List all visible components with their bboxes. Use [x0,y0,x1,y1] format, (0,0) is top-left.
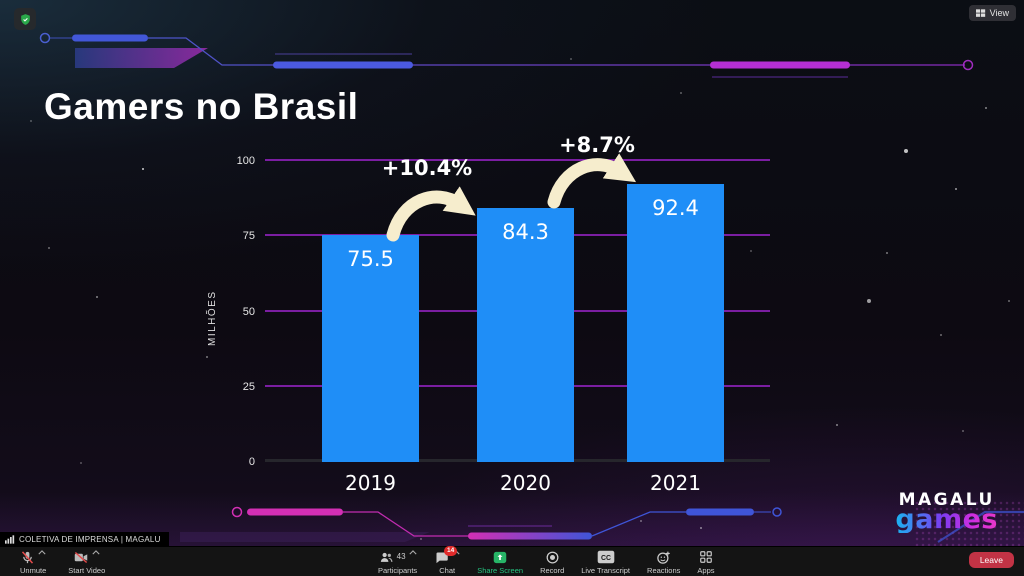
start-video-button[interactable]: Start Video [68,550,105,575]
apps-button[interactable]: Apps [697,550,715,575]
live-transcript-button[interactable]: CC Live Transcript [581,550,630,575]
chat-bubble-icon [436,552,448,564]
chevron-up-icon[interactable] [92,550,100,555]
bar-2020: 84.3 [477,208,574,462]
magalu-games-logo: MAGALU games [895,490,998,535]
meeting-security-shield-button[interactable] [14,8,36,30]
slide-title: Gamers no Brasil [44,86,359,127]
bar-2021: 92.4 [627,183,724,462]
gridline-100 [265,159,770,161]
bar-value-label: 84.3 [502,220,549,245]
shield-check-icon [20,13,30,25]
shared-screen-slide: Gamers no Brasil MILHÕES 0 25 50 75 100 75.5 2… [0,0,1024,547]
unmute-button[interactable]: Unmute [20,550,46,575]
reactions-button[interactable]: Reactions [647,550,680,575]
x-axis-label-2020: 2020 [500,471,551,495]
x-axis-label-2019: 2019 [345,471,396,495]
y-tick-label-100: 100 [236,155,255,167]
chevron-up-icon[interactable] [38,550,46,555]
apps-grid-icon [700,551,712,563]
participants-label: Participants [378,566,418,575]
growth-annotation-2019-2020: +10.4% [381,156,473,180]
record-icon [546,551,559,564]
leave-button[interactable]: Leave [968,552,1014,568]
y-tick-label-0: 0 [248,456,255,468]
magalu-wordmark: MAGALU [898,490,995,510]
grid-view-icon [975,8,985,17]
chevron-up-icon[interactable] [408,550,417,555]
chart-plot: 0 25 50 75 100 75.5 2019 84.3 2020 92.4 2021 [237,155,770,495]
growth-annotation-2020-2021: +8.7% [559,133,635,157]
chat-unread-badge: 14 [443,546,458,556]
reactions-smiley-icon [657,551,670,564]
games-wordmark: games [895,504,998,535]
meeting-title-text: COLETIVA DE IMPRENSA | MAGALU [19,535,161,544]
y-tick-label-25: 25 [242,380,255,393]
bar-value-label: 92.4 [652,195,699,220]
chat-button[interactable]: 14 Chat [434,546,460,575]
start-video-label: Start Video [68,566,106,575]
video-off-icon [75,551,88,564]
y-tick-label-75: 75 [242,230,255,243]
bar-2019: 75.5 [322,234,419,462]
share-screen-button[interactable]: Share Screen [477,550,523,575]
view-button-label: View [989,8,1009,18]
y-axis-title: MILHÕES [207,290,218,346]
zoom-toolbar: Unmute Start Video [0,546,1024,576]
meeting-title-bar: COLETIVA DE IMPRENSA | MAGALU [0,532,169,547]
closed-captions-icon: CC [597,550,614,564]
view-button[interactable]: View [968,5,1016,21]
apps-label: Apps [697,566,715,575]
participants-button[interactable]: 43 Participants [378,550,417,575]
record-label: Record [540,566,565,575]
unmute-label: Unmute [20,566,47,575]
gamers-bar-chart: MILHÕES 0 25 50 75 100 75.5 2019 84.3 2020 92.4 20… [207,133,770,495]
microphone-muted-icon [22,551,34,564]
share-screen-icon [493,551,507,564]
x-axis-label-2021: 2021 [650,471,701,495]
participants-icon [380,552,393,562]
live-transcript-label: Live Transcript [581,566,631,575]
reactions-label: Reactions [647,566,681,575]
participants-count: 43 [396,552,406,561]
share-screen-label: Share Screen [477,566,524,575]
chat-label: Chat [439,566,456,575]
svg-text:CC: CC [601,555,611,562]
bar-value-label: 75.5 [347,246,394,271]
signal-bars-icon [5,535,15,544]
record-button[interactable]: Record [540,550,564,575]
y-tick-label-50: 50 [242,305,255,318]
